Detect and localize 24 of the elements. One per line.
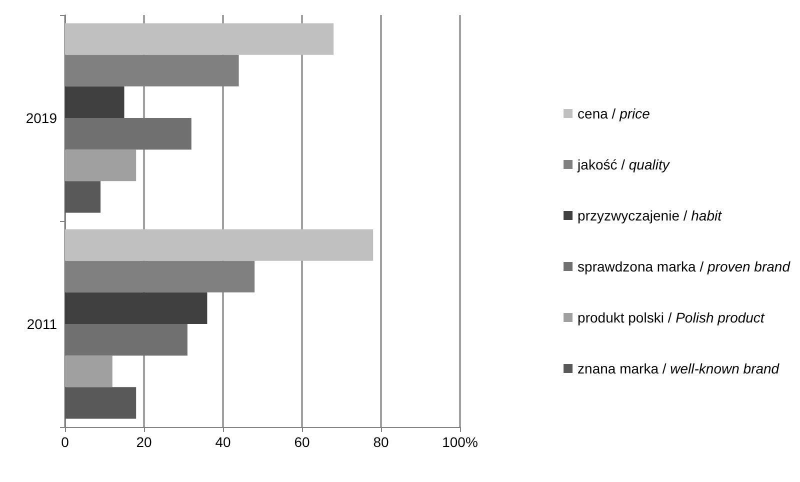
legend-label: sprawdzona marka / proven brand	[578, 258, 792, 274]
legend-label: znana marka / well-known brand	[578, 360, 780, 376]
legend-label: jakość / quality	[576, 156, 670, 172]
y-tick-label: 2011	[26, 316, 58, 332]
legend-label: przyzwyczajenie / habit	[578, 208, 723, 224]
x-tick-label: 100%	[442, 434, 478, 450]
x-tick-label: 40	[215, 434, 231, 450]
x-tick-label: 80	[373, 434, 389, 450]
legend-label: cena / price	[578, 106, 650, 122]
bar	[65, 387, 136, 419]
bar	[65, 86, 124, 118]
bar	[65, 292, 208, 324]
x-tick-label: 60	[294, 434, 310, 450]
bar	[65, 150, 136, 182]
bar	[65, 229, 374, 261]
bar	[65, 356, 112, 388]
x-tick-label: 0	[61, 434, 70, 450]
bar	[65, 181, 101, 213]
legend-label: produkt polski / Polish product	[578, 310, 766, 326]
bar	[65, 118, 192, 150]
x-tick-label: 20	[136, 434, 152, 450]
y-tick-label: 2019	[26, 110, 58, 126]
bar	[65, 324, 188, 356]
bar	[65, 23, 334, 55]
